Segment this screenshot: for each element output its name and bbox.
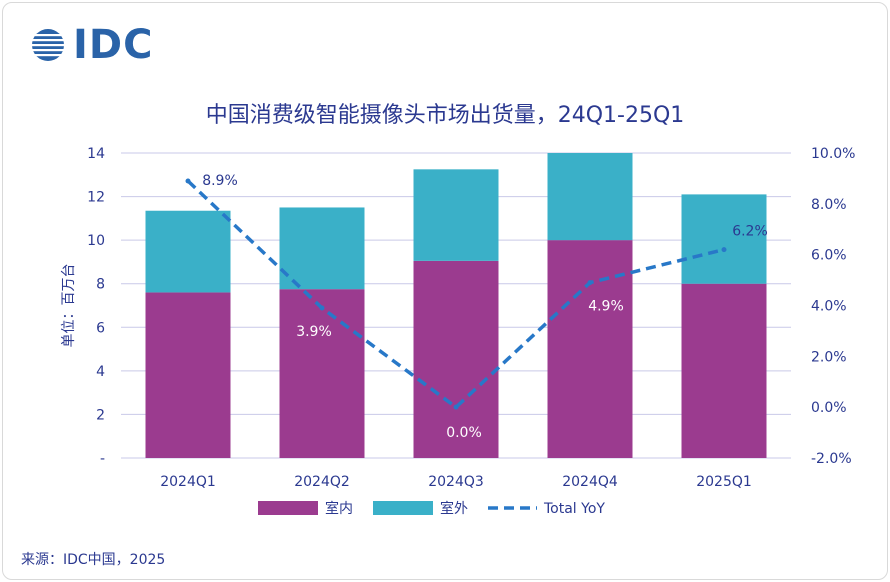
- y-tick-label: 14: [87, 146, 105, 162]
- y-tick-label: 2: [96, 407, 105, 423]
- idc-globe-icon: [31, 29, 65, 61]
- yoy-point: [721, 247, 727, 253]
- bar-outdoor: [279, 207, 365, 290]
- x-tick-label: 2024Q2: [294, 474, 350, 490]
- bar-indoor: [145, 292, 231, 458]
- yoy-point: [185, 178, 191, 184]
- yoy-line: [186, 179, 725, 410]
- legend-label-indoor: 室内: [325, 500, 353, 517]
- y2-tick-label: 2.0%: [811, 349, 847, 365]
- y-axis-label: 单位：百万台: [61, 264, 77, 348]
- yoy-point: [319, 305, 325, 311]
- bar-indoor: [547, 240, 633, 458]
- yoy-data-label: 4.9%: [588, 299, 624, 315]
- y2-tick-label: 10.0%: [811, 146, 855, 162]
- bar-indoor: [279, 289, 365, 458]
- bar-indoor: [413, 260, 499, 458]
- source-note: 来源：IDC中国，2025: [21, 552, 166, 568]
- y-tick-label: 8: [96, 277, 105, 293]
- legend-label-yoy: Total YoY: [543, 501, 605, 517]
- y-tick-label: -: [100, 451, 105, 467]
- yoy-point: [587, 280, 593, 286]
- y2-tick-label: 0.0%: [811, 400, 847, 416]
- legend-label-outdoor: 室外: [440, 500, 468, 517]
- yoy-data-label: 8.9%: [202, 173, 238, 189]
- yoy-data-label: 3.9%: [296, 324, 332, 340]
- y2-tick-label: 6.0%: [811, 248, 847, 264]
- yoy-data-label: 0.0%: [446, 425, 482, 441]
- chart-svg: - 2 4 6 8 10 12 14 -2.0% 0.0% 2.0% 4.0% 6.0% 8.0% 10.0…: [61, 146, 855, 517]
- idc-logo: IDC: [31, 25, 153, 65]
- idc-logo-text: IDC: [73, 22, 154, 68]
- yoy-data-label: 6.2%: [732, 224, 768, 240]
- y2-tick-label: -2.0%: [811, 451, 852, 467]
- legend-swatch-outdoor: [373, 501, 433, 515]
- bar-outdoor: [145, 210, 231, 293]
- x-tick-label: 2024Q1: [160, 474, 216, 490]
- yoy-point: [453, 404, 459, 410]
- y-tick-label: 10: [87, 233, 105, 249]
- chart-title: 中国消费级智能摄像头市场出货量，24Q1-25Q1: [205, 103, 685, 128]
- bar-outdoor: [681, 194, 767, 284]
- y2-tick-label: 8.0%: [811, 197, 847, 213]
- x-tick-label: 2024Q4: [562, 474, 618, 490]
- x-tick-label: 2025Q1: [696, 474, 752, 490]
- y-tick-label: 4: [96, 364, 105, 380]
- y-tick-label: 12: [87, 190, 105, 206]
- bar-outdoor: [547, 153, 633, 241]
- y2-tick-label: 4.0%: [811, 299, 847, 315]
- x-tick-label: 2024Q3: [428, 474, 484, 490]
- y-tick-label: 6: [96, 320, 105, 336]
- bar-indoor: [681, 283, 767, 458]
- legend-swatch-indoor: [258, 501, 318, 515]
- bar-outdoor: [413, 169, 499, 261]
